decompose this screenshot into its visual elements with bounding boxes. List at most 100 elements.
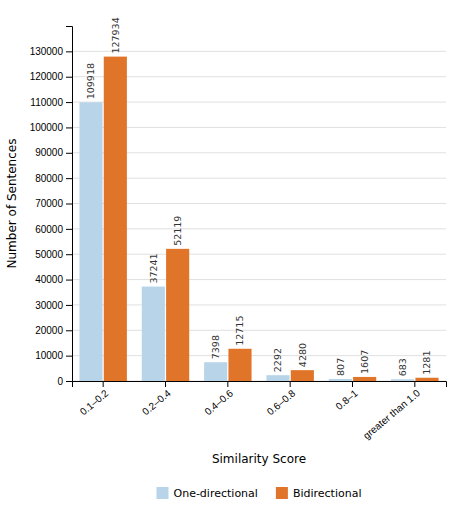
x-axis-title: Similarity Score xyxy=(212,452,306,466)
y-axis: 0 10000 20000 30000 40000 50000 60000 70000 8000… xyxy=(30,27,73,387)
x-tick-mark xyxy=(165,381,166,387)
grid-line xyxy=(72,152,446,153)
y-tick-label: 80000 xyxy=(35,173,63,184)
y-tick: 30000 xyxy=(35,300,72,311)
y-tick-label: 100000 xyxy=(30,122,64,133)
y-tick: 40000 xyxy=(35,274,72,285)
x-tick: 0.1–0.2 xyxy=(78,381,111,417)
x-tick-mark xyxy=(352,381,353,387)
y-tick-label: 70000 xyxy=(35,198,63,209)
y-tick-label: 130000 xyxy=(30,46,64,57)
legend-label: Bidirectional xyxy=(293,487,362,500)
grid-line xyxy=(72,254,446,255)
grid-line xyxy=(72,228,446,229)
data-label: 2292 xyxy=(272,348,283,372)
bar xyxy=(79,102,102,381)
bar xyxy=(329,379,352,381)
data-label: 7398 xyxy=(210,335,221,359)
bar xyxy=(166,249,189,381)
y-tick: 120000 xyxy=(30,71,72,82)
x-tick: greater than 1.0 xyxy=(361,381,422,441)
y-axis-title: Number of Sentences xyxy=(5,139,19,269)
y-tick: 20000 xyxy=(35,325,72,336)
bar xyxy=(228,349,251,381)
bar xyxy=(204,362,227,381)
data-label: 4280 xyxy=(297,343,308,367)
x-tick-label: 0.4–0.6 xyxy=(202,387,235,417)
data-label: 12715 xyxy=(234,316,245,346)
plot: 1099183724173982292807683127934521191271… xyxy=(30,17,447,441)
y-tick-mark xyxy=(66,229,72,230)
x-tick-mark xyxy=(290,381,291,387)
grid-line xyxy=(72,51,446,52)
y-tick-mark xyxy=(66,127,72,128)
y-tick: 10000 xyxy=(35,350,72,361)
y-tick-mark xyxy=(66,51,72,52)
x-tick-mark xyxy=(103,381,104,387)
bar xyxy=(415,378,438,381)
bar xyxy=(353,377,376,381)
grid-line xyxy=(72,178,446,179)
data-label: 52119 xyxy=(172,216,183,246)
x-tick: 0.6–0.8 xyxy=(265,381,298,417)
x-tick-label: 0.1–0.2 xyxy=(78,387,111,417)
y-tick-mark xyxy=(66,330,72,331)
data-label: 683 xyxy=(397,358,408,376)
legend-label: One-directional xyxy=(174,487,258,500)
y-tick-mark xyxy=(66,102,72,103)
y-tick-mark xyxy=(66,254,72,255)
y-tick-mark xyxy=(66,153,72,154)
grid-line xyxy=(72,304,446,305)
y-tick-label: 50000 xyxy=(35,249,63,260)
legend-item: One-directional xyxy=(157,487,258,500)
y-axis-line xyxy=(66,27,73,382)
y-tick-label: 20000 xyxy=(35,325,63,336)
grid-line xyxy=(72,203,446,204)
grid-line xyxy=(72,76,446,77)
y-tick-label: 0 xyxy=(57,376,63,387)
grid-line xyxy=(72,127,446,128)
y-tick-mark xyxy=(66,305,72,306)
y-tick: 80000 xyxy=(35,173,72,184)
data-label: 1281 xyxy=(421,351,432,375)
bar xyxy=(266,375,289,381)
bar xyxy=(291,370,314,381)
x-tick: 0.4–0.6 xyxy=(202,381,235,417)
y-tick-label: 60000 xyxy=(35,224,63,235)
y-tick-mark xyxy=(66,77,72,78)
bar xyxy=(104,57,127,381)
grid-line xyxy=(72,330,446,331)
x-tick-label: 0.6–0.8 xyxy=(265,387,298,417)
grid-line xyxy=(72,279,446,280)
y-tick-label: 30000 xyxy=(35,300,63,311)
y-tick-label: 120000 xyxy=(30,71,64,82)
y-tick-label: 40000 xyxy=(35,274,63,285)
y-tick: 90000 xyxy=(35,147,72,158)
y-tick: 0 xyxy=(57,376,72,387)
y-tick: 50000 xyxy=(35,249,72,260)
grid-line xyxy=(72,355,446,356)
data-label: 37241 xyxy=(148,253,159,283)
data-label: 109918 xyxy=(85,63,96,99)
x-axis: 0.1–0.2 0.2–0.4 0.4–0.6 0.6–0.8 0.8–1greater… xyxy=(73,381,447,441)
chart: 1099183724173982292807683127934521191271… xyxy=(0,0,462,509)
bar xyxy=(391,379,414,381)
y-tick-mark xyxy=(66,381,72,382)
y-tick-mark xyxy=(66,280,72,281)
y-tick: 130000 xyxy=(30,46,72,57)
y-tick-mark xyxy=(66,178,72,179)
legend-item: Bidirectional xyxy=(276,487,362,500)
y-tick: 60000 xyxy=(35,224,72,235)
y-tick-mark xyxy=(66,356,72,357)
y-tick: 110000 xyxy=(30,97,72,108)
x-tick-label: greater than 1.0 xyxy=(361,387,422,441)
x-tick: 0.2–0.4 xyxy=(140,381,173,417)
x-tick-label: 0.2–0.4 xyxy=(140,387,173,417)
legend: One-directional Bidirectional xyxy=(157,487,362,500)
bars xyxy=(79,57,438,381)
y-tick-label: 90000 xyxy=(35,147,63,158)
legend-swatch xyxy=(157,487,169,499)
y-tick: 100000 xyxy=(30,122,72,133)
x-tick: 0.8–1 xyxy=(333,381,360,412)
bar xyxy=(142,287,165,381)
